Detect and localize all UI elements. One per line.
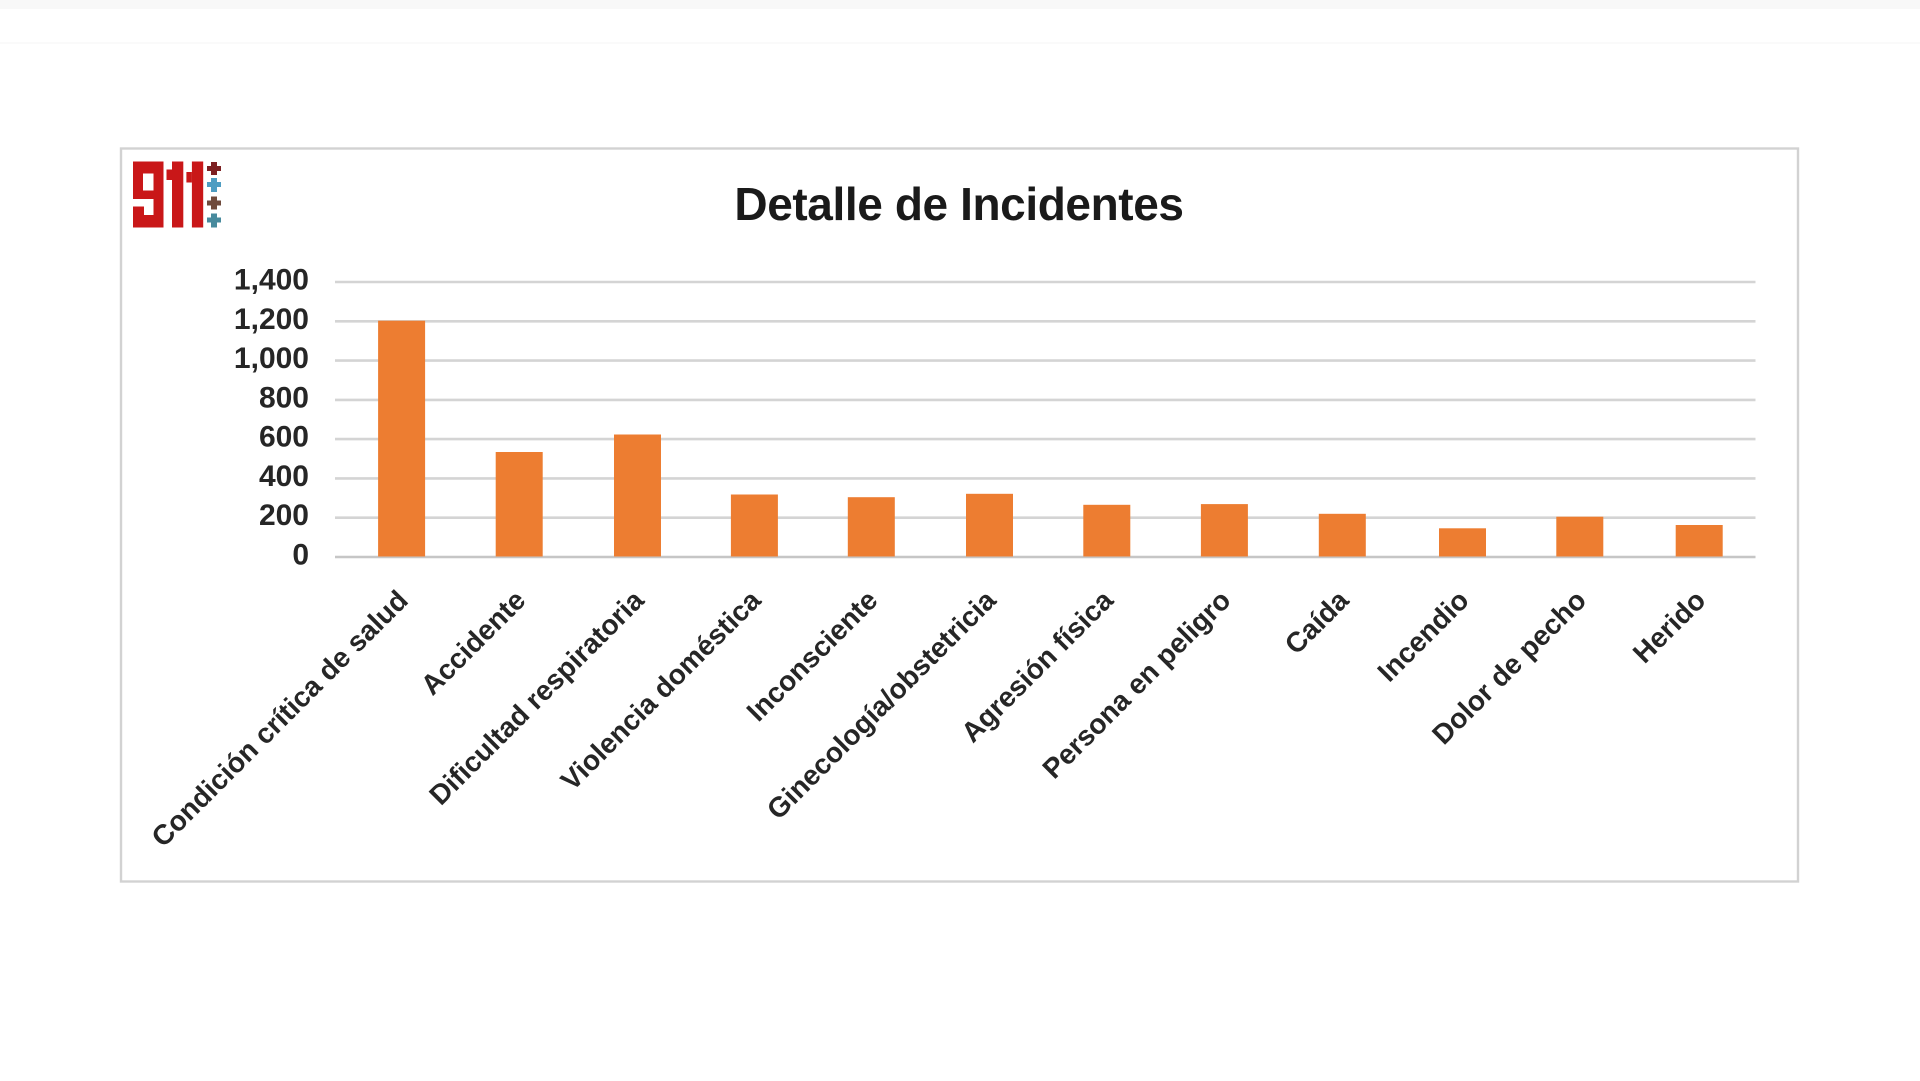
- svg-text:Detalle de Incidentes: Detalle de Incidentes: [734, 178, 1183, 230]
- svg-text:800: 800: [259, 381, 309, 414]
- svg-text:1,200: 1,200: [234, 303, 309, 336]
- svg-text:400: 400: [259, 460, 309, 493]
- svg-text:600: 600: [259, 421, 309, 454]
- svg-text:200: 200: [259, 499, 309, 532]
- svg-text:0: 0: [292, 539, 309, 572]
- svg-text:1,400: 1,400: [234, 264, 309, 297]
- svg-text:1,000: 1,000: [234, 342, 309, 375]
